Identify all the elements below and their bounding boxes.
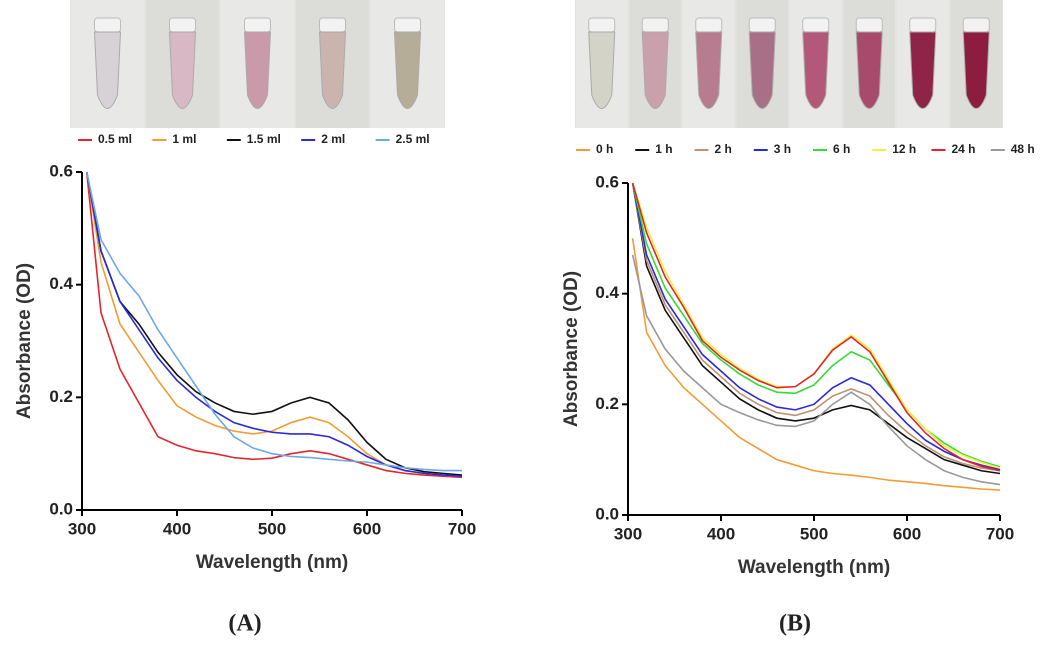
- tube-cap: [319, 17, 346, 33]
- y-tick-label: 0.0: [49, 499, 73, 518]
- tube: [909, 31, 937, 109]
- legend-label: 12 h: [892, 142, 916, 156]
- panel-label: (B): [779, 611, 811, 637]
- series-line: [631, 182, 1001, 475]
- x-tick-label: 300: [614, 524, 642, 543]
- series-line: [631, 238, 1001, 491]
- x-tick-label: 700: [986, 524, 1014, 543]
- legend-label: 0.5 ml: [98, 132, 132, 146]
- x-axis-title: Wavelength (nm): [196, 552, 348, 573]
- legend-label: 1.5 ml: [247, 132, 281, 146]
- panel-label: (A): [228, 611, 261, 637]
- y-tick-label: 0.4: [49, 274, 73, 293]
- y-axis-title: Absorbance (OD): [561, 271, 582, 427]
- legend-label: 0 h: [596, 142, 613, 156]
- series-line: [85, 171, 463, 476]
- series-line: [85, 171, 462, 472]
- tube-cap: [641, 17, 669, 33]
- tube: [962, 31, 990, 109]
- tube: [243, 31, 272, 109]
- y-tick-label: 0.4: [595, 283, 619, 302]
- tube: [695, 31, 723, 109]
- tube-cap: [962, 17, 990, 33]
- series-line: [631, 254, 1001, 486]
- y-tick-label: 0.0: [595, 504, 619, 523]
- tube: [168, 31, 197, 109]
- series-line: [631, 182, 1001, 472]
- legend-label: 2 h: [715, 142, 732, 156]
- y-tick-label: 0.6: [595, 172, 619, 191]
- series-line: [631, 182, 1001, 472]
- tube-cap: [244, 17, 271, 33]
- x-tick-label: 500: [800, 524, 828, 543]
- tube-cap: [94, 17, 121, 33]
- tube-cap: [394, 17, 421, 33]
- tube: [855, 31, 883, 109]
- x-tick-label: 600: [893, 524, 921, 543]
- y-tick-label: 0.6: [49, 161, 73, 180]
- tube-cap: [748, 17, 776, 33]
- series-line: [85, 171, 463, 477]
- tube-cap: [588, 17, 616, 33]
- series-line: [631, 182, 1001, 468]
- tube: [93, 31, 122, 109]
- x-tick-label: 400: [163, 519, 191, 538]
- tube: [393, 31, 422, 109]
- legend-label: 6 h: [833, 142, 850, 156]
- tube: [641, 31, 669, 109]
- legend-label: 1 h: [655, 142, 672, 156]
- y-tick-label: 0.2: [595, 394, 619, 413]
- x-tick-label: 400: [707, 524, 735, 543]
- tube: [802, 31, 830, 109]
- x-axis-title: Wavelength (nm): [738, 557, 890, 578]
- tube-cap: [802, 17, 830, 33]
- tube-cap: [909, 17, 937, 33]
- x-tick-label: 300: [68, 519, 96, 538]
- legend-label: 48 h: [1011, 142, 1035, 156]
- legend-label: 24 h: [952, 142, 976, 156]
- tube-cap: [169, 17, 196, 33]
- tube: [588, 31, 616, 109]
- legend-label: 2 ml: [321, 132, 345, 146]
- x-tick-label: 700: [448, 519, 476, 538]
- tube-cap: [695, 17, 723, 33]
- series-line: [631, 182, 1001, 471]
- y-tick-label: 0.2: [49, 387, 73, 406]
- tube: [748, 31, 776, 109]
- x-tick-label: 500: [258, 519, 286, 538]
- y-axis-title: Absorbance (OD): [14, 263, 35, 419]
- tube-cap: [855, 17, 883, 33]
- series-line: [631, 182, 1001, 469]
- legend-label: 3 h: [774, 142, 791, 156]
- legend-label: 2.5 ml: [396, 132, 430, 146]
- tube: [318, 31, 347, 109]
- series-line: [85, 171, 463, 477]
- legend-label: 1 ml: [172, 132, 196, 146]
- x-tick-label: 600: [353, 519, 381, 538]
- series-line: [85, 171, 463, 479]
